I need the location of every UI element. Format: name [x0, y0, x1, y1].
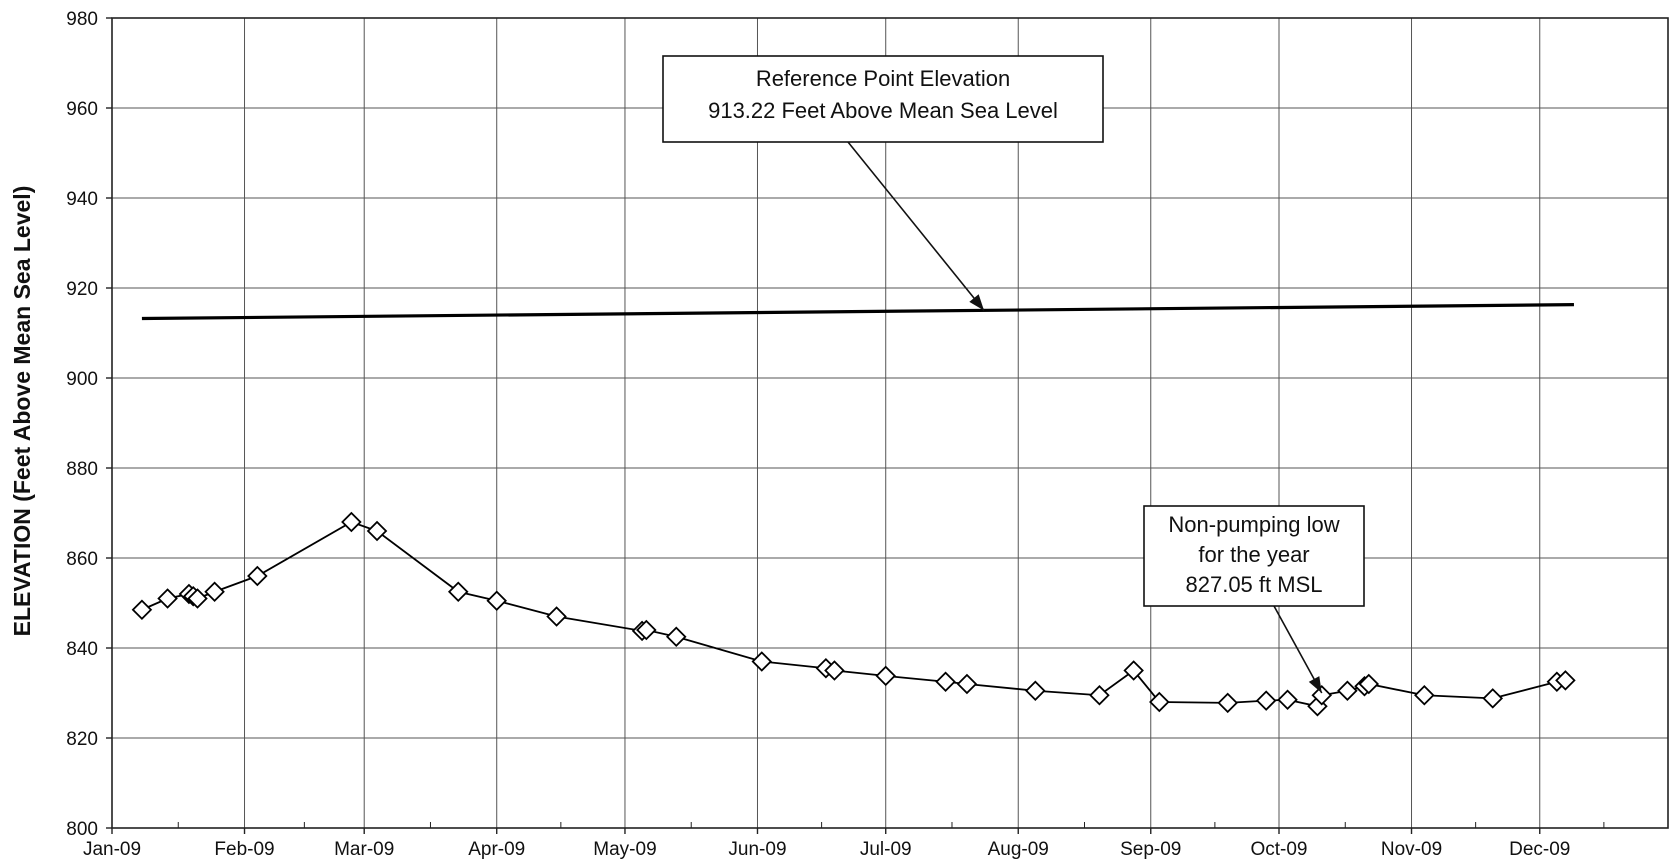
series-layer	[131, 303, 1576, 717]
x-tick-label: Dec-09	[1509, 839, 1570, 860]
reference-callout: Reference Point Elevation 913.22 Feet Abo…	[662, 55, 1104, 312]
x-tick-label: Jan-09	[83, 839, 141, 860]
data-point-diamond	[1025, 680, 1046, 702]
x-tick-label: Jul-09	[860, 839, 912, 860]
data-point-diamond	[1358, 673, 1380, 695]
callout-text-line: Non-pumping low	[1168, 512, 1339, 537]
y-tick-label: 880	[66, 459, 98, 480]
data-point-diamond	[875, 665, 896, 687]
callout-arrowhead	[1308, 676, 1322, 693]
callout-arrow-line	[847, 141, 985, 312]
x-tick-label: May-09	[593, 839, 656, 860]
data-point-diamond	[665, 626, 687, 648]
y-tick-label: 940	[66, 189, 98, 210]
data-point-diamond	[1555, 670, 1576, 691]
y-tick-label: 840	[66, 639, 98, 660]
data-point-diamond	[935, 671, 956, 693]
data-point-diamond	[341, 511, 362, 533]
data-point-diamond	[187, 588, 208, 609]
x-axis-ticks: Jan-09 Feb-09 Mar-09 Apr-09 May-09 Jun-09 Jul-…	[83, 828, 1570, 860]
annotations: Reference Point Elevation 913.22 Feet Abo…	[662, 55, 1365, 694]
x-tick-label: Jun-09	[728, 839, 786, 860]
plot-frame	[111, 17, 1669, 829]
data-point-diamond	[1149, 691, 1170, 713]
data-point-diamond	[1217, 692, 1238, 714]
data-point-diamond	[366, 520, 388, 542]
data-point-diamond	[546, 606, 567, 627]
reference-elevation-series	[141, 303, 1574, 321]
low-callout: Non-pumping low for the year 827.05 ft MSL	[1143, 505, 1365, 694]
y-tick-label: 980	[66, 9, 98, 30]
callout-text-line: Reference Point Elevation	[756, 66, 1010, 91]
data-point-diamond	[1482, 688, 1504, 709]
x-tick-label: Nov-09	[1381, 839, 1442, 860]
data-point-diamond	[486, 590, 507, 612]
data-point-diamond	[204, 581, 225, 603]
x-tick-label: Oct-09	[1250, 839, 1307, 860]
data-point-diamond	[1089, 684, 1110, 706]
callout-arrowhead	[969, 294, 985, 311]
callout-text-line: for the year	[1198, 542, 1309, 567]
y-tick-label: 960	[66, 99, 98, 120]
data-point-diamond	[247, 565, 268, 587]
y-tick-label: 800	[66, 819, 98, 840]
data-point-diamond	[1414, 684, 1435, 706]
water-level-series	[131, 511, 1576, 717]
data-point-diamond	[1277, 689, 1298, 711]
x-tick-label: Aug-09	[988, 839, 1049, 860]
callout-box	[1143, 505, 1365, 607]
callout-arrow-line	[1273, 605, 1323, 694]
data-point-diamond	[157, 588, 178, 609]
x-tick-label: Feb-09	[214, 839, 274, 860]
callout-text-line: 827.05 ft MSL	[1186, 572, 1323, 597]
data-point-diamond	[636, 619, 657, 641]
data-point-diamond	[751, 651, 773, 672]
y-tick-label: 900	[66, 369, 98, 390]
callout-text-line: 913.22 Feet Above Mean Sea Level	[708, 98, 1058, 123]
y-axis-title: ELEVATION (Feet Above Mean Sea Level)	[9, 186, 35, 637]
y-tick-label: 920	[66, 279, 98, 300]
y-axis-ticks: 800 820 840 860 880 900 920 940 960 980	[66, 9, 112, 840]
data-point-diamond	[131, 599, 153, 621]
data-point-diamond	[1123, 660, 1144, 681]
callout-box	[662, 55, 1104, 143]
y-tick-label: 820	[66, 729, 98, 750]
x-tick-label: Sep-09	[1120, 839, 1181, 860]
reference-elevation-line	[141, 303, 1574, 321]
y-tick-label: 860	[66, 549, 98, 570]
data-point-diamond	[1337, 680, 1358, 702]
data-point-diamond	[1311, 684, 1333, 706]
data-point-diamond	[956, 673, 978, 695]
data-point-diamond	[447, 581, 469, 603]
data-point-diamond	[1255, 690, 1277, 711]
x-tick-label: Mar-09	[334, 839, 394, 860]
x-tick-label: Apr-09	[468, 839, 525, 860]
data-point-diamond	[824, 660, 845, 681]
